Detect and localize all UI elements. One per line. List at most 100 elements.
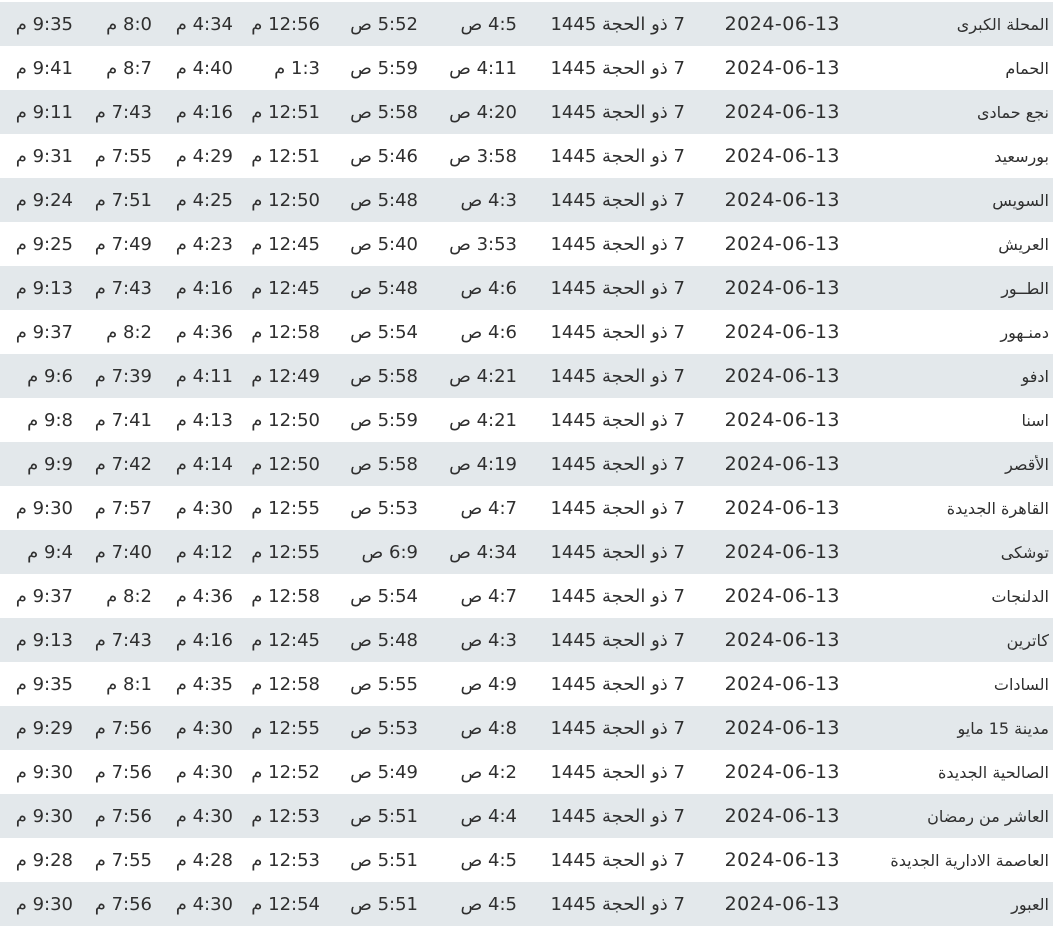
sunrise-time: 5:51 ص bbox=[350, 805, 418, 827]
isha-time: 9:4 م bbox=[27, 541, 73, 563]
isha-time: 9:11 م bbox=[15, 101, 73, 123]
isha-time: 9:30 م bbox=[15, 497, 73, 519]
maghrib-time: 7:43 م bbox=[94, 101, 152, 123]
gregorian-date: 2024-06-13 bbox=[724, 101, 840, 123]
table-row: العاشر من رمضان 2024-06-13 7 ذو الحجة 1445… bbox=[0, 794, 1053, 838]
fajr-time: 4:7 ص bbox=[460, 497, 517, 519]
maghrib-time: 8:2 م bbox=[106, 585, 152, 607]
maghrib-time: 7:56 م bbox=[94, 717, 152, 739]
hijri-date: 7 ذو الحجة 1445 bbox=[550, 57, 685, 79]
city-name: الحمام bbox=[1005, 58, 1049, 78]
city-name: السادات bbox=[993, 674, 1049, 694]
sunrise-time: 5:40 ص bbox=[350, 233, 418, 255]
hijri-date: 7 ذو الحجة 1445 bbox=[550, 497, 685, 519]
dhuhr-time: 12:51 م bbox=[251, 101, 320, 123]
gregorian-date: 2024-06-13 bbox=[724, 277, 840, 299]
hijri-date: 7 ذو الحجة 1445 bbox=[550, 321, 685, 343]
gregorian-date: 2024-06-13 bbox=[724, 13, 840, 35]
hijri-date: 7 ذو الحجة 1445 bbox=[550, 585, 685, 607]
city-name: المحلة الكبرى bbox=[956, 14, 1049, 34]
maghrib-time: 8:0 م bbox=[106, 13, 152, 35]
fajr-time: 4:34 ص bbox=[449, 541, 517, 563]
fajr-time: 4:2 ص bbox=[460, 761, 517, 783]
isha-time: 9:28 م bbox=[15, 849, 73, 871]
dhuhr-time: 12:50 م bbox=[251, 189, 320, 211]
maghrib-time: 7:42 م bbox=[94, 453, 152, 475]
isha-time: 9:25 م bbox=[15, 233, 73, 255]
gregorian-date: 2024-06-13 bbox=[724, 189, 840, 211]
asr-time: 4:30 م bbox=[175, 893, 233, 915]
table-row: العبور 2024-06-13 7 ذو الحجة 1445 4:5 ص 5:51… bbox=[0, 882, 1053, 926]
dhuhr-time: 12:45 م bbox=[251, 277, 320, 299]
asr-time: 4:36 م bbox=[175, 585, 233, 607]
city-name: دمنـهور bbox=[1000, 322, 1049, 342]
table-row: اسنا 2024-06-13 7 ذو الحجة 1445 4:21 ص 5:59 … bbox=[0, 398, 1053, 442]
asr-time: 4:30 م bbox=[175, 717, 233, 739]
dhuhr-time: 12:45 م bbox=[251, 233, 320, 255]
fajr-time: 4:3 ص bbox=[460, 189, 517, 211]
gregorian-date: 2024-06-13 bbox=[724, 761, 840, 783]
city-name: نجع حمادى bbox=[976, 102, 1049, 122]
maghrib-time: 7:56 م bbox=[94, 805, 152, 827]
fajr-time: 4:19 ص bbox=[449, 453, 517, 475]
maghrib-time: 7:55 م bbox=[94, 849, 152, 871]
gregorian-date: 2024-06-13 bbox=[724, 717, 840, 739]
gregorian-date: 2024-06-13 bbox=[724, 409, 840, 431]
city-name: الدلنجات bbox=[991, 586, 1049, 606]
isha-time: 9:37 م bbox=[15, 321, 73, 343]
sunrise-time: 5:46 ص bbox=[350, 145, 418, 167]
dhuhr-time: 12:50 م bbox=[251, 453, 320, 475]
sunrise-time: 5:58 ص bbox=[350, 453, 418, 475]
asr-time: 4:16 م bbox=[175, 629, 233, 651]
dhuhr-time: 12:45 م bbox=[251, 629, 320, 651]
isha-time: 9:30 م bbox=[15, 761, 73, 783]
table-row: الحمام 2024-06-13 7 ذو الحجة 1445 4:11 ص 5:5… bbox=[0, 46, 1053, 90]
dhuhr-time: 12:53 م bbox=[251, 849, 320, 871]
fajr-time: 4:3 ص bbox=[460, 629, 517, 651]
dhuhr-time: 12:58 م bbox=[251, 321, 320, 343]
isha-time: 9:41 م bbox=[15, 57, 73, 79]
isha-time: 9:30 م bbox=[15, 805, 73, 827]
city-name: العاشر من رمضان bbox=[927, 806, 1049, 826]
city-name: السويس bbox=[992, 190, 1049, 210]
city-name: اسنا bbox=[1021, 410, 1049, 430]
table-row: الطــور 2024-06-13 7 ذو الحجة 1445 4:6 ص 5:4… bbox=[0, 266, 1053, 310]
dhuhr-time: 1:3 م bbox=[274, 57, 320, 79]
maghrib-time: 7:56 م bbox=[94, 761, 152, 783]
isha-time: 9:24 م bbox=[15, 189, 73, 211]
sunrise-time: 5:58 ص bbox=[350, 101, 418, 123]
table-row: الأقصر 2024-06-13 7 ذو الحجة 1445 4:19 ص 5:5… bbox=[0, 442, 1053, 486]
dhuhr-time: 12:51 م bbox=[251, 145, 320, 167]
hijri-date: 7 ذو الحجة 1445 bbox=[550, 189, 685, 211]
hijri-date: 7 ذو الحجة 1445 bbox=[550, 805, 685, 827]
fajr-time: 4:5 ص bbox=[460, 13, 517, 35]
maghrib-time: 7:40 م bbox=[94, 541, 152, 563]
asr-time: 4:13 م bbox=[175, 409, 233, 431]
city-name: العريش bbox=[998, 234, 1049, 254]
hijri-date: 7 ذو الحجة 1445 bbox=[550, 761, 685, 783]
dhuhr-time: 12:50 م bbox=[251, 409, 320, 431]
hijri-date: 7 ذو الحجة 1445 bbox=[550, 673, 685, 695]
gregorian-date: 2024-06-13 bbox=[724, 673, 840, 695]
sunrise-time: 5:53 ص bbox=[350, 497, 418, 519]
gregorian-date: 2024-06-13 bbox=[724, 57, 840, 79]
dhuhr-time: 12:55 م bbox=[251, 497, 320, 519]
isha-time: 9:8 م bbox=[27, 409, 73, 431]
fajr-time: 4:8 ص bbox=[460, 717, 517, 739]
gregorian-date: 2024-06-13 bbox=[724, 233, 840, 255]
maghrib-time: 7:55 م bbox=[94, 145, 152, 167]
maghrib-time: 7:56 م bbox=[94, 893, 152, 915]
sunrise-time: 5:51 ص bbox=[350, 893, 418, 915]
sunrise-time: 5:48 ص bbox=[350, 277, 418, 299]
dhuhr-time: 12:55 م bbox=[251, 541, 320, 563]
asr-time: 4:23 م bbox=[175, 233, 233, 255]
isha-time: 9:29 م bbox=[15, 717, 73, 739]
gregorian-date: 2024-06-13 bbox=[724, 321, 840, 343]
city-name: الطــور bbox=[1001, 278, 1049, 298]
table-row: المحلة الكبرى 2024-06-13 7 ذو الحجة 1445 4:… bbox=[0, 2, 1053, 46]
asr-time: 4:40 م bbox=[175, 57, 233, 79]
gregorian-date: 2024-06-13 bbox=[724, 893, 840, 915]
hijri-date: 7 ذو الحجة 1445 bbox=[550, 365, 685, 387]
table-row: السويس 2024-06-13 7 ذو الحجة 1445 4:3 ص 5:48… bbox=[0, 178, 1053, 222]
city-name: القاهرة الجديدة bbox=[946, 498, 1049, 518]
